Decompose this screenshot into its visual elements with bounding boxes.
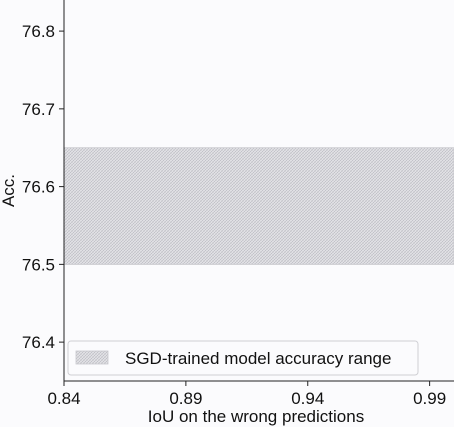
- y-tick-label: 76.5: [22, 255, 55, 274]
- x-axis-ticks: 0.84 0.89 0.94 0.99: [47, 381, 446, 408]
- x-tick-label: 0.99: [413, 389, 446, 408]
- x-axis-label: IoU on the wrong predictions: [148, 407, 364, 426]
- band-layer: [63, 147, 454, 265]
- legend-box: [67, 340, 419, 376]
- y-tick-label: 76.7: [22, 100, 55, 119]
- y-axis-label: Acc.: [0, 174, 18, 207]
- x-tick-label: 0.84: [47, 389, 80, 408]
- legend: SGD-trained model accuracy range: [67, 340, 419, 376]
- y-axis-ticks: 76.4 76.5 76.6 76.7 76.8: [22, 22, 64, 352]
- y-tick-label: 76.6: [22, 178, 55, 197]
- x-tick-label: 0.94: [291, 389, 324, 408]
- legend-swatch: [75, 350, 109, 365]
- axes: [63, 0, 454, 382]
- x-tick-label: 0.89: [169, 389, 202, 408]
- accuracy-range-band: [63, 147, 454, 265]
- y-tick-label: 76.8: [22, 22, 55, 41]
- y-tick-label: 76.4: [22, 333, 55, 352]
- legend-label: SGD-trained model accuracy range: [125, 349, 391, 368]
